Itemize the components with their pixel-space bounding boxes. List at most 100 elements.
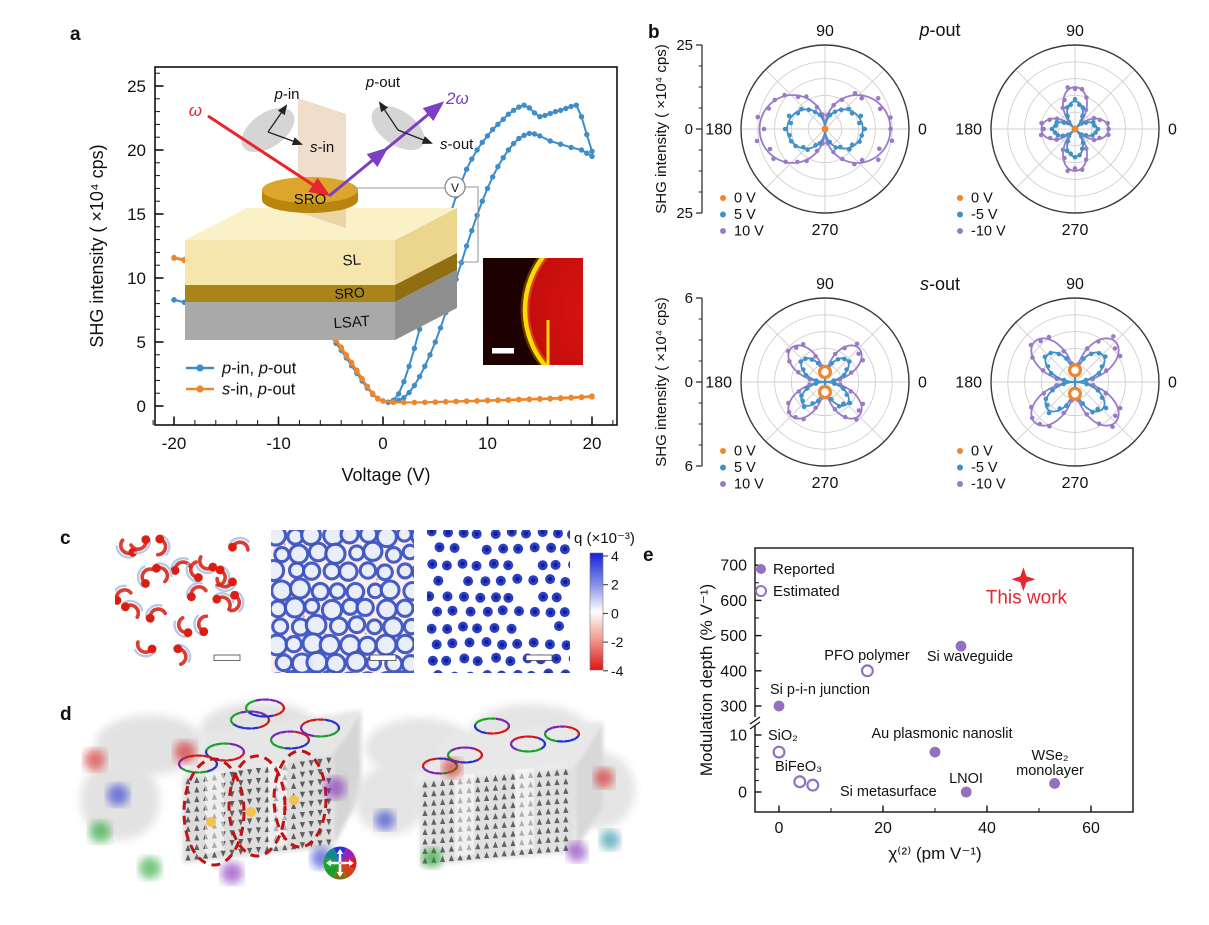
vortex-ring-segment <box>529 749 537 753</box>
polarization-arrow <box>299 811 305 819</box>
polarization-arrow <box>238 839 244 846</box>
data-point <box>484 133 491 139</box>
polar-data-point <box>1068 151 1073 156</box>
sl-label: SL <box>342 251 362 269</box>
skyrmion-dot-core <box>483 579 488 584</box>
interstitial-dot <box>419 672 421 674</box>
vortex-ring-segment <box>535 748 542 752</box>
polar-legend-marker <box>957 448 963 454</box>
vortex-ring-segment <box>300 728 305 733</box>
skyrmion-dot-core <box>569 533 570 536</box>
polar-data-point <box>795 94 801 100</box>
vortex-ring-segment <box>280 702 285 708</box>
polarization-arrow <box>273 844 279 852</box>
skyrmion-dot-core <box>531 578 536 583</box>
skyrmion-dot-core <box>554 656 559 661</box>
vortex-ring-segment <box>480 730 488 735</box>
polarization-arrow <box>510 849 516 856</box>
data-point <box>401 379 407 385</box>
polar-bubble-ring <box>338 561 359 582</box>
data-point <box>542 112 548 119</box>
scatter-point-estimated <box>793 775 807 789</box>
polar-data-point <box>1097 117 1103 123</box>
incident-beam-arrow <box>207 114 331 197</box>
skyrmion-seed <box>155 534 171 557</box>
skyrmion-dot-core <box>506 595 511 601</box>
polar-data-point <box>801 144 806 150</box>
vortex-ring-segment <box>270 734 276 739</box>
polar-bubble-ring <box>366 618 383 636</box>
polar-data-point <box>813 381 819 386</box>
polar-legend-marker <box>720 464 726 471</box>
polar-data-point <box>805 147 810 152</box>
colorwheel-arrowhead-right <box>349 859 354 867</box>
y-tick-label: 10 <box>729 728 747 745</box>
skyrmion-seed <box>193 614 209 637</box>
this-work-star <box>1011 567 1036 592</box>
skyrmion-dot-core <box>453 675 457 679</box>
y-tick-label: 5 <box>137 333 146 352</box>
vortex-ring-segment <box>493 731 501 735</box>
polar-legend-label: -5 V <box>971 207 998 223</box>
device-schematic-inset: SRO SL SRO LSAT Vω 2ω p-in s-in p-out s-out <box>185 74 479 340</box>
polar-plot: 90 180 0 270 0 V5 V10 V <box>705 23 927 240</box>
skyrmion-seed <box>185 560 203 583</box>
polarization-arrow <box>255 767 261 775</box>
polarization-arrow <box>492 784 498 791</box>
polar-data-point <box>847 359 852 364</box>
skyrmion-dot <box>569 595 570 598</box>
data-point <box>578 114 585 120</box>
x-tick-label: 10 <box>478 434 497 453</box>
vortex-ring-segment <box>499 730 506 734</box>
vortex-ring-segment <box>477 718 484 723</box>
red-core <box>173 644 183 654</box>
polarization-arrow <box>448 835 454 843</box>
polar-data-point <box>860 401 866 407</box>
angle-label-0: 0 <box>918 375 927 392</box>
polar-bubble-ring <box>395 633 414 655</box>
polarization-arrow <box>440 827 446 834</box>
skyrmion-dot-core <box>564 643 569 648</box>
skyrmion-dot-core <box>485 609 490 614</box>
skyrmion-dot <box>527 670 536 673</box>
polarization-arrow <box>299 832 305 839</box>
data-point <box>495 397 501 404</box>
s-out-arrow <box>397 129 433 144</box>
polar-bubble-ring <box>339 530 360 545</box>
skyrmion-dot-core <box>475 659 480 664</box>
polarization-arrow <box>545 798 551 805</box>
polarization-arrow <box>563 768 569 775</box>
skyrmion-dot <box>543 668 554 673</box>
polar-bubble-ring <box>412 675 429 692</box>
polar-bubble-ring <box>345 581 366 602</box>
polar-data-point <box>1095 388 1101 393</box>
polar-data-point <box>812 109 818 115</box>
interstitial-dot <box>420 635 422 637</box>
polar-data-point <box>1055 133 1061 138</box>
polarization-arrow <box>308 821 314 828</box>
polar-skyrmion-block <box>80 698 361 884</box>
polar-bubble-ring <box>273 672 282 673</box>
vortex-ring-segment <box>230 720 235 725</box>
polarization-arrow <box>194 843 200 850</box>
polar-bubble-ring <box>271 558 286 583</box>
polar-bubble-ring <box>271 617 290 636</box>
skyrmion-dot-core <box>523 531 529 536</box>
polar-data-point <box>787 133 792 138</box>
skyrmion-dot-core <box>579 641 583 645</box>
vector-fringe <box>594 768 614 788</box>
skyrmion-dot <box>567 530 570 540</box>
data-point <box>563 105 569 112</box>
polarization-arrow <box>422 828 428 836</box>
skyrmion-dot-core <box>452 545 457 551</box>
polar-data-point <box>1079 167 1085 173</box>
polar-data-point <box>1103 405 1109 411</box>
skyrmion-dot <box>466 671 474 673</box>
colorwheel-arrowhead-up <box>336 849 344 854</box>
vortex-ring-segment <box>537 736 543 741</box>
polar-data-point <box>798 359 804 365</box>
blue-fringe <box>186 581 203 598</box>
vortex-ring-segment <box>269 698 277 702</box>
polarization-arrow <box>247 818 253 825</box>
colorbar-gradient <box>589 552 604 671</box>
